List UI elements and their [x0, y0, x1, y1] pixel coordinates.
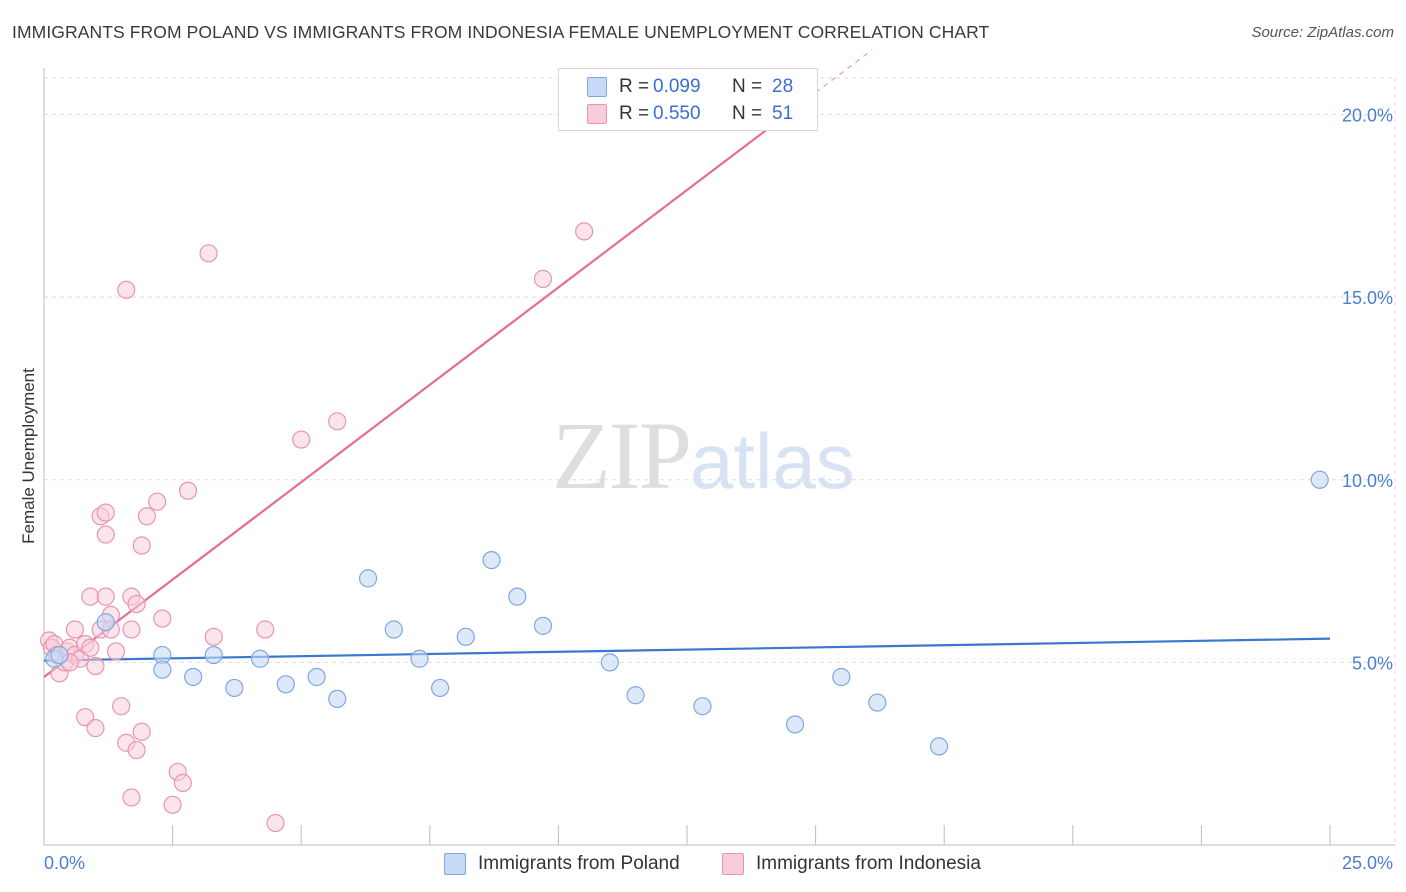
watermark-atlas: atlas: [690, 417, 855, 505]
indonesia-point: [65, 620, 84, 639]
x-tick-label: 0.0%: [44, 853, 85, 873]
indonesia-point: [106, 642, 126, 661]
poland-point: [482, 551, 501, 570]
y-tick-label: 15.0%: [1342, 288, 1393, 308]
indonesia-point: [575, 222, 594, 241]
indonesia-point: [132, 536, 151, 555]
indonesia-point: [81, 587, 100, 606]
indonesia-point: [173, 773, 192, 793]
poland-point: [384, 620, 403, 639]
trend-lines: [43, 49, 1331, 678]
poland-point: [276, 675, 295, 694]
legend-row-poland: R = 0.099 N = 28: [587, 74, 817, 100]
legend-r-label: R =: [619, 103, 650, 124]
poland-point: [430, 678, 450, 698]
indonesia-point: [132, 722, 151, 741]
poland-point: [225, 678, 244, 698]
indonesia-point: [533, 269, 553, 288]
poland-point: [307, 667, 326, 687]
axes: [43, 68, 1395, 846]
indonesia-legend-label: Immigrants from Indonesia: [756, 853, 981, 874]
legend-r-value: 0.550: [653, 103, 701, 124]
y-tick-label: 5.0%: [1352, 653, 1393, 673]
poland-point: [153, 660, 172, 679]
indonesia-point: [122, 788, 141, 807]
poland-point: [328, 689, 347, 709]
indonesia-point: [96, 525, 115, 544]
poland-point: [626, 686, 645, 705]
indonesia-point: [204, 627, 223, 646]
series-legend-poland: Immigrants from Poland: [444, 852, 680, 876]
indonesia-point: [178, 481, 198, 500]
poland-point: [533, 616, 553, 635]
indonesia-point: [112, 697, 131, 716]
indonesia-point: [86, 656, 105, 676]
indonesia-point: [153, 609, 172, 628]
legend-n-label: N =: [732, 103, 763, 124]
indonesia-trend-line: [43, 91, 817, 678]
indonesia-point: [117, 280, 136, 299]
legend-n-value: 51: [772, 103, 794, 124]
poland-point: [50, 645, 69, 665]
poland-point: [832, 667, 851, 687]
indonesia-point: [86, 719, 105, 738]
poland-point: [1310, 470, 1329, 489]
legend-swatch-indonesia: [587, 104, 607, 124]
legend-r-value: 0.099: [653, 76, 701, 97]
indonesia-point: [127, 740, 146, 760]
indonesia-swatch: [722, 853, 744, 875]
legend-swatch-poland: [587, 77, 607, 97]
tick-labels: 5.0% 10.0% 15.0% 20.0% 0.0% 25.0%: [44, 106, 1393, 873]
indonesia-point: [127, 594, 146, 614]
poland-point: [96, 613, 115, 632]
poland-point: [868, 693, 887, 712]
poland-point: [693, 697, 712, 716]
indonesia-point: [328, 412, 347, 431]
indonesia-point: [199, 244, 218, 263]
legend-row-indonesia: R = 0.550 N = 51: [587, 101, 817, 127]
data-points: [40, 222, 1329, 833]
poland-point: [508, 587, 527, 606]
indonesia-trend-extension: [815, 49, 873, 94]
poland-point: [250, 649, 270, 668]
y-tick-label: 20.0%: [1342, 106, 1393, 126]
legend-n-value: 28: [772, 76, 794, 97]
indonesia-point: [96, 587, 115, 606]
indonesia-point: [137, 507, 156, 526]
chart-title: IMMIGRANTS FROM POLAND VS IMMIGRANTS FRO…: [12, 22, 990, 42]
poland-swatch: [444, 853, 466, 875]
poland-point: [600, 653, 619, 672]
indonesia-point: [256, 620, 275, 639]
legend-n-label: N =: [732, 76, 763, 97]
y-tick-label: 10.0%: [1342, 471, 1393, 491]
indonesia-point: [96, 503, 115, 522]
poland-point: [785, 715, 805, 734]
poland-trend-line: [43, 637, 1331, 662]
poland-point: [456, 627, 475, 646]
poland-point: [929, 737, 949, 756]
poland-point: [184, 667, 203, 687]
watermark-zip: ZIP: [552, 402, 692, 509]
indonesia-point: [122, 620, 141, 639]
indonesia-point: [81, 638, 100, 657]
source-credit: Source: ZipAtlas.com: [1251, 24, 1394, 41]
watermark: ZIPatlas: [552, 400, 855, 511]
indonesia-point: [163, 795, 182, 814]
series-legend-indonesia: Immigrants from Indonesia: [722, 852, 981, 876]
poland-point: [358, 569, 378, 588]
poland-legend-label: Immigrants from Poland: [478, 853, 680, 874]
grid-lines: [44, 77, 1396, 845]
y-axis-label: Female Unemployment: [19, 368, 38, 544]
legend-r-label: R =: [619, 76, 650, 97]
correlation-legend: R = 0.099 N = 28 R = 0.550 N = 51: [558, 68, 818, 131]
indonesia-point: [292, 430, 311, 449]
x-tick-label: 25.0%: [1342, 853, 1393, 873]
poland-point: [410, 649, 429, 668]
indonesia-point: [148, 492, 167, 511]
indonesia-point: [266, 813, 285, 833]
poland-point: [204, 645, 223, 665]
